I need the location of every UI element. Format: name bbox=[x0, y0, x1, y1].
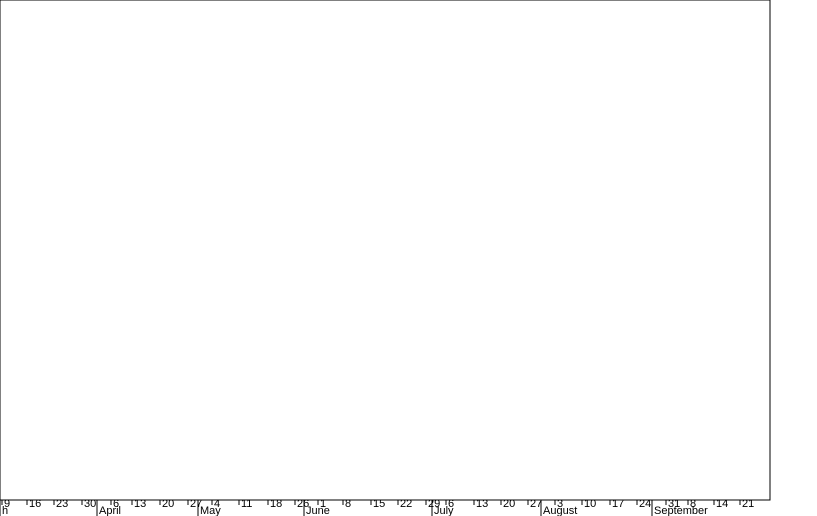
month-label: September bbox=[654, 505, 708, 516]
x-tick-label: 27 bbox=[530, 498, 542, 510]
x-tick-label: 24 bbox=[639, 498, 651, 510]
x-tick-label: 4 bbox=[214, 498, 220, 510]
x-tick-label: 11 bbox=[241, 498, 252, 510]
plot-frame bbox=[0, 0, 771, 501]
month-label: h bbox=[2, 505, 8, 516]
x-tick-label: 6 bbox=[113, 498, 119, 510]
month-label: August bbox=[543, 505, 577, 516]
plot-area bbox=[0, 0, 771, 501]
x-tick-label: 31 bbox=[668, 498, 680, 510]
x-tick-label: 21 bbox=[742, 498, 754, 510]
x-tick-label: 10 bbox=[584, 498, 596, 510]
x-tick-label: 8 bbox=[345, 498, 351, 510]
x-tick-label: 20 bbox=[503, 498, 515, 510]
month-label: June bbox=[306, 505, 330, 516]
x-tick-label: 6 bbox=[448, 498, 454, 510]
x-tick-label: 14 bbox=[716, 498, 728, 510]
x-tick-label: 15 bbox=[373, 498, 385, 510]
x-tick-label: 29 bbox=[428, 498, 440, 510]
x-tick-label: 20 bbox=[162, 498, 174, 510]
x-tick-label: 9 bbox=[4, 498, 10, 510]
month-label: May bbox=[200, 505, 221, 516]
month-label: April bbox=[99, 505, 121, 516]
date-axis: 9 16 23 30 6 13 20 27 4 11 18 26 1 8 15 22 29 6 13 20 27 3 10 1… bbox=[0, 498, 770, 516]
x-tick-label: 13 bbox=[476, 498, 488, 510]
x-tick-label: 23 bbox=[56, 498, 68, 510]
x-tick-label: 18 bbox=[270, 498, 282, 510]
x-tick-label: 17 bbox=[612, 498, 624, 510]
x-tick-label: 1 bbox=[320, 498, 326, 510]
x-tick-label: 8 bbox=[690, 498, 696, 510]
x-tick-label: 27 bbox=[190, 498, 202, 510]
x-tick-label: 3 bbox=[557, 498, 563, 510]
x-tick-label: 13 bbox=[134, 498, 146, 510]
x-tick-label: 26 bbox=[297, 498, 309, 510]
x-tick-label: 22 bbox=[400, 498, 412, 510]
x-tick-label: 16 bbox=[29, 498, 41, 510]
month-label: July bbox=[434, 505, 454, 516]
x-tick-label: 30 bbox=[84, 498, 96, 510]
